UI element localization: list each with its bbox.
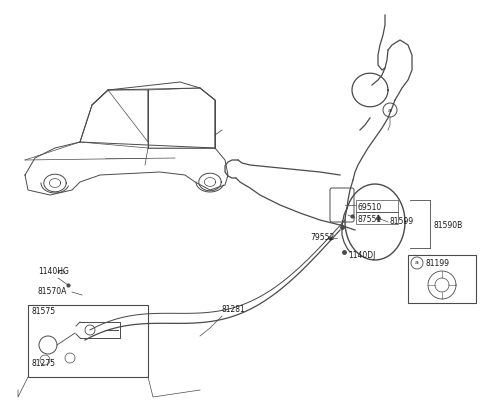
Text: 81199: 81199 — [426, 260, 450, 269]
Text: 81275: 81275 — [32, 359, 56, 368]
Bar — [408, 255, 476, 303]
Text: 87551: 87551 — [358, 214, 382, 223]
Text: 81599: 81599 — [390, 217, 414, 227]
Text: 1140HG: 1140HG — [38, 267, 69, 276]
Text: 69510: 69510 — [358, 203, 382, 212]
Text: 79552: 79552 — [310, 234, 334, 243]
Text: 81570A: 81570A — [38, 287, 67, 297]
Text: 1140DJ: 1140DJ — [348, 250, 375, 260]
Text: 81281: 81281 — [222, 306, 246, 315]
Text: a: a — [415, 260, 419, 265]
Text: 81575: 81575 — [32, 308, 56, 317]
Bar — [28, 305, 148, 377]
Text: a: a — [388, 107, 392, 112]
Text: 81590B: 81590B — [434, 221, 463, 230]
